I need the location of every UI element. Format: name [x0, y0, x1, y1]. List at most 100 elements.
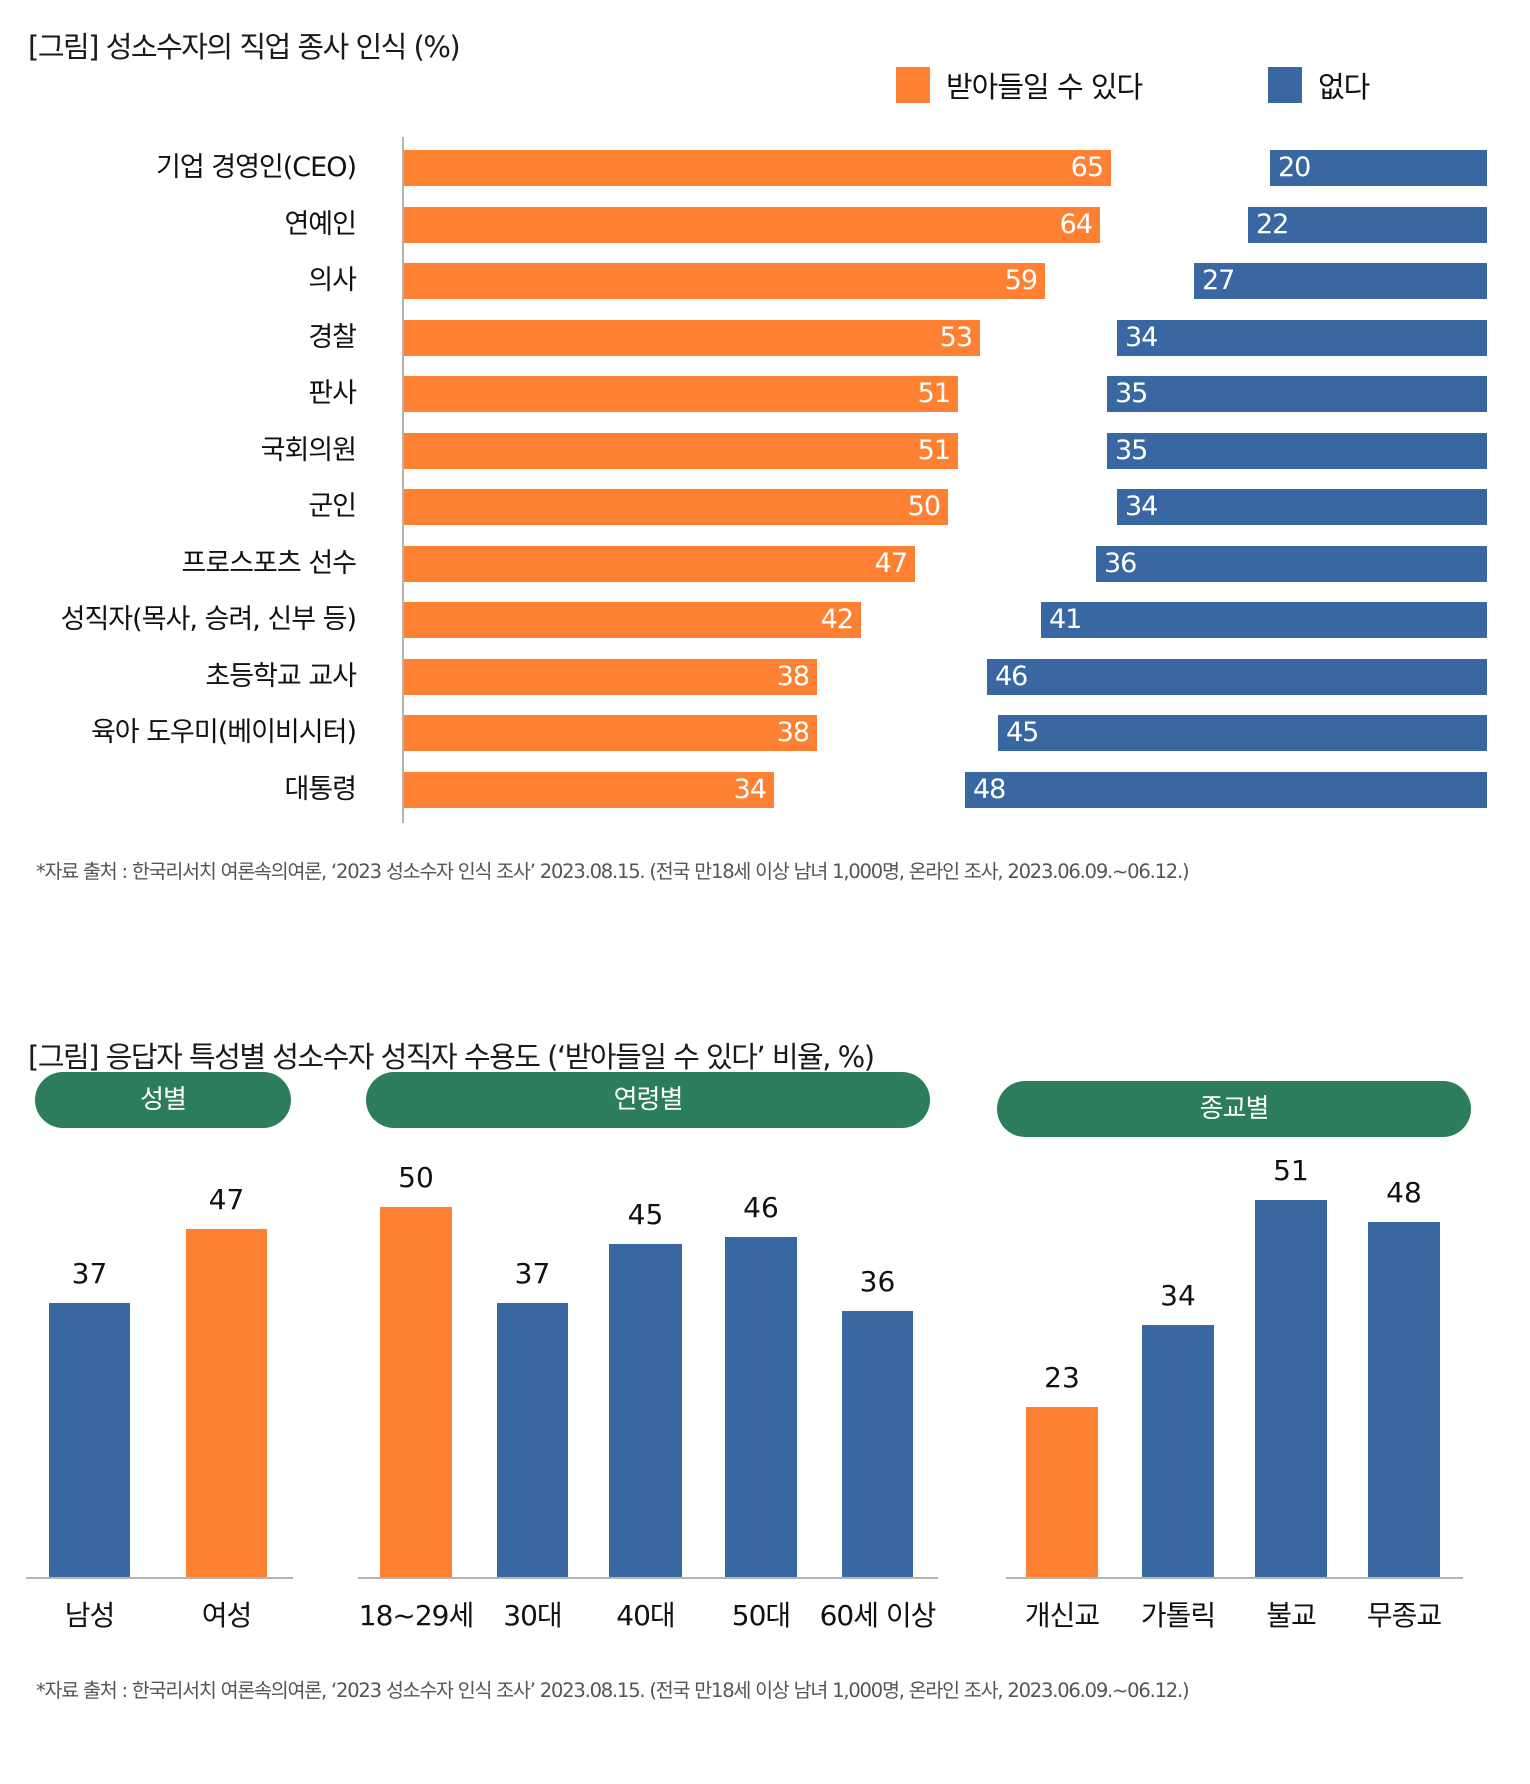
column-bar: [497, 1303, 568, 1577]
column-category-label: 무종교: [1366, 1599, 1442, 1632]
bar-accept-value: 38: [776, 661, 810, 692]
column-value-label: 34: [1160, 1279, 1196, 1312]
column-value-label: 51: [1273, 1154, 1309, 1187]
chart1-title: [그림] 성소수자의 직업 종사 인식 (%): [28, 30, 461, 64]
chart1-footnote: *자료 출처 : 한국리서치 여론속의여론, ‘2023 성소수자 인식 조사’…: [36, 860, 1190, 883]
legend-reject-label: 없다: [1318, 70, 1370, 104]
bar-accept: [404, 715, 817, 751]
column-category-label: 불교: [1266, 1599, 1317, 1632]
bar-accept-value: 38: [776, 717, 810, 748]
column-value-label: 23: [1044, 1361, 1080, 1394]
column-category-label: 50대: [731, 1599, 791, 1632]
bar-reject: [1107, 376, 1487, 412]
category-label: 육아 도우미(베이비시터): [90, 717, 357, 748]
category-label: 판사: [308, 378, 357, 409]
bar-reject-value: 45: [1006, 717, 1039, 748]
bar-reject: [998, 715, 1487, 751]
column-bar: [1026, 1407, 1098, 1577]
bar-reject-value: 41: [1049, 604, 1082, 635]
bar-accept: [404, 489, 948, 525]
column-category-label: 개신교: [1024, 1599, 1100, 1632]
bar-accept-value: 64: [1059, 209, 1093, 240]
bar-accept: [404, 659, 817, 695]
group-pill-gender: 성별: [35, 1072, 291, 1128]
column-bar: [49, 1303, 130, 1577]
column-category-label: 18~29세: [358, 1599, 474, 1632]
column-category-label: 60세 이상: [819, 1599, 937, 1632]
bar-accept: [404, 207, 1100, 243]
chart1-axis: [402, 137, 404, 823]
bar-accept-value: 51: [917, 378, 951, 409]
bar-accept: [404, 263, 1045, 299]
bar-reject: [987, 659, 1487, 695]
category-label: 경찰: [308, 322, 357, 353]
category-label: 의사: [308, 265, 357, 296]
column-value-label: 48: [1386, 1176, 1422, 1209]
category-label: 대통령: [284, 774, 357, 805]
bar-reject-value: 48: [973, 774, 1006, 805]
group-pill-age: 연령별: [366, 1072, 930, 1128]
bar-accept: [404, 320, 980, 356]
column-bar: [609, 1244, 682, 1577]
bar-reject: [1248, 207, 1487, 243]
bar-accept: [404, 772, 774, 808]
bar-reject: [1096, 546, 1487, 582]
category-label: 초등학교 교사: [205, 661, 357, 692]
category-label: 성직자(목사, 승려, 신부 등): [60, 604, 357, 635]
bar-reject-value: 46: [995, 661, 1028, 692]
category-label: 연예인: [284, 209, 357, 240]
column-value-label: 45: [627, 1198, 664, 1231]
bar-reject: [1194, 263, 1487, 299]
column-category-label: 40대: [616, 1599, 675, 1632]
column-bar: [1368, 1222, 1440, 1577]
category-label: 국회의원: [260, 435, 357, 466]
bar-reject-value: 36: [1104, 548, 1137, 579]
chart2-title: [그림] 응답자 특성별 성소수자 성직자 수용도 (‘받아들일 수 있다’ 비…: [28, 1040, 875, 1074]
bar-accept-value: 53: [939, 322, 973, 353]
column-bar: [380, 1207, 452, 1577]
religion-axis: [1006, 1577, 1463, 1579]
bar-reject-value: 35: [1115, 378, 1148, 409]
column-value-label: 47: [208, 1183, 245, 1216]
category-label: 프로스포츠 선수: [181, 548, 357, 579]
category-label: 기업 경영인(CEO): [155, 152, 357, 183]
bar-reject-value: 20: [1278, 152, 1311, 183]
group-pill-religion: 종교별: [997, 1081, 1471, 1137]
legend-reject-swatch: [1268, 67, 1302, 103]
column-value-label: 37: [71, 1257, 108, 1290]
bar-reject: [1117, 489, 1487, 525]
column-bar: [1255, 1200, 1327, 1577]
column-value-label: 46: [743, 1191, 779, 1224]
bar-accept: [404, 546, 915, 582]
bar-accept: [404, 150, 1111, 186]
age-axis: [358, 1577, 938, 1579]
legend-accept-swatch: [896, 67, 930, 103]
bar-accept: [404, 433, 958, 469]
chart2-footnote: *자료 출처 : 한국리서치 여론속의여론, ‘2023 성소수자 인식 조사’…: [36, 1679, 1190, 1702]
bar-reject: [1117, 320, 1487, 356]
bar-accept-value: 34: [733, 774, 767, 805]
column-category-label: 남성: [64, 1599, 116, 1632]
column-bar: [842, 1311, 913, 1577]
bar-accept: [404, 602, 861, 638]
column-category-label: 30대: [503, 1599, 562, 1632]
column-category-label: 가톨릭: [1140, 1599, 1216, 1632]
bar-reject: [1107, 433, 1487, 469]
bar-reject-value: 34: [1125, 322, 1158, 353]
bar-accept-value: 42: [820, 604, 854, 635]
column-category-label: 여성: [201, 1599, 253, 1632]
column-bar: [725, 1237, 797, 1577]
bar-accept-value: 59: [1004, 265, 1038, 296]
gender-axis: [26, 1577, 293, 1579]
bar-reject-value: 27: [1202, 265, 1235, 296]
bar-reject: [965, 772, 1487, 808]
legend-accept-label: 받아들일 수 있다: [946, 70, 1143, 104]
bar-reject-value: 22: [1256, 209, 1289, 240]
column-value-label: 36: [859, 1265, 896, 1298]
bar-accept: [404, 376, 958, 412]
bar-accept-value: 65: [1070, 152, 1104, 183]
column-bar: [186, 1229, 267, 1577]
bar-reject: [1041, 602, 1487, 638]
bar-accept-value: 50: [907, 491, 941, 522]
bar-reject: [1270, 150, 1487, 186]
